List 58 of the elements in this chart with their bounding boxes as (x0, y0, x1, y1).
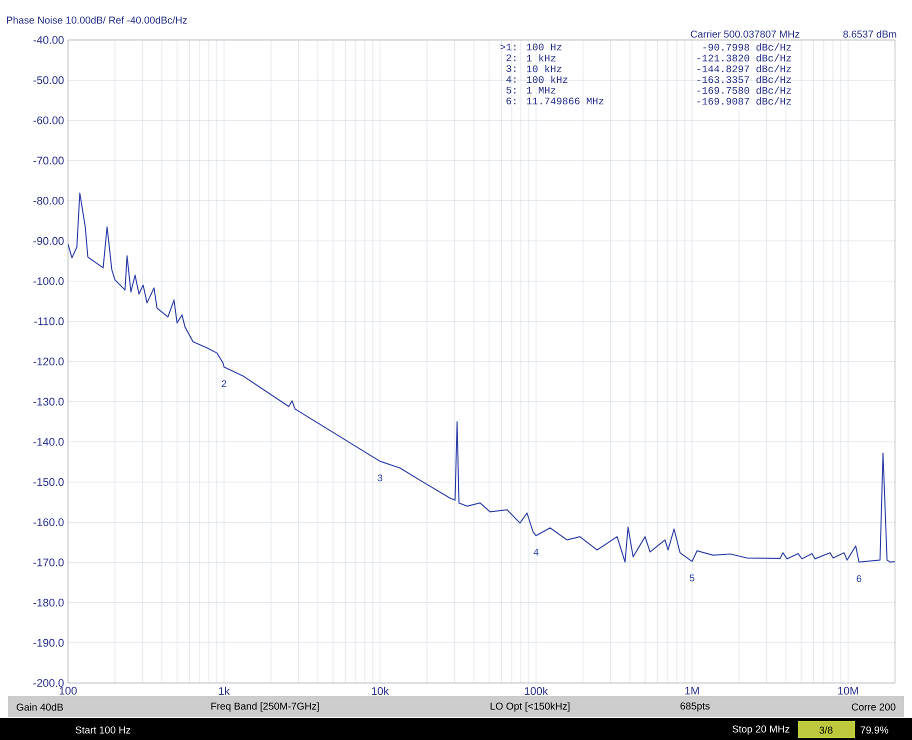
annotation: 6: (506, 98, 516, 104)
x-tick-label: 100k (524, 686, 548, 695)
annotation: 5: (506, 86, 516, 94)
annotation: 100 kHz (526, 76, 568, 84)
y-tick-label: -150.0 (33, 478, 64, 486)
text: Start 100 Hz (76, 726, 130, 734)
annotation: 3 (378, 474, 382, 482)
y-tick-label: -90.00 (33, 237, 64, 245)
y-tick-label: -180.0 (33, 598, 64, 607)
annotation: -144.8297 dBc/Hz (697, 64, 792, 72)
annotation: -163.3357 dBc/Hz (697, 76, 792, 84)
annotation: -169.9087 dBc/Hz (697, 97, 792, 105)
text: LO Opt [<150kHz] (490, 702, 570, 712)
text: Gain 40dB (16, 703, 63, 711)
x-tick-label: 1M (685, 686, 699, 694)
y-tick-label: -120.0 (33, 358, 64, 366)
annotation: 11.749866 MHz (526, 98, 604, 104)
y-tick-label: -60.00 (33, 116, 64, 124)
annotation: 4 (534, 548, 539, 556)
annotation: 1 kHz (526, 54, 556, 62)
annotation: -90.7998 dBc/Hz (703, 43, 792, 51)
text: 79.9% (860, 726, 888, 734)
chart-title: Phase Noise 10.00dB/ Ref -40.00dBc/Hz (7, 16, 187, 24)
text: Carrier 500.037807 MHz (690, 30, 800, 38)
y-tick-label: -80.00 (33, 196, 64, 205)
text: 3/8 (819, 726, 833, 734)
y-tick-label: -130.0 (33, 398, 64, 406)
y-tick-label: -110.0 (34, 317, 64, 326)
text: Freq Band [250M-7GHz] (211, 702, 319, 712)
annotation: 2 (222, 380, 226, 387)
annotation: 2: (506, 54, 516, 62)
annotation: -169.7580 dBc/Hz (697, 86, 792, 94)
x-tick-label: 1k (219, 686, 230, 695)
annotation: 6 (856, 575, 862, 582)
y-tick-label: -40.00 (33, 36, 64, 44)
y-tick-label: -200.0 (33, 679, 64, 687)
x-tick-label: 10k (372, 686, 389, 695)
y-tick-label: -140.0 (33, 438, 64, 446)
x-tick-label: 100 (60, 686, 77, 695)
y-tick-label: -190.0 (33, 638, 64, 647)
y-tick-label: -70.00 (33, 156, 64, 164)
text: 685pts (680, 702, 710, 712)
text: Stop 20 MHz (732, 725, 790, 735)
annotation: 4: (506, 76, 516, 83)
annotation: >1: (500, 44, 516, 50)
annotation: -121.3820 dBc/Hz (697, 54, 792, 62)
annotation: 10 kHz (526, 64, 562, 72)
y-tick-label: -170.0 (33, 558, 64, 566)
annotation: 3: (506, 65, 516, 72)
annotation: 100 Hz (526, 44, 562, 50)
y-tick-label: -160.0 (33, 518, 64, 526)
y-tick-label: -100.0 (33, 277, 64, 286)
y-tick-label: -50.00 (33, 76, 64, 84)
annotation: 5 (690, 574, 694, 582)
x-tick-label: 10M (838, 686, 858, 695)
annotation: 1 MHz (526, 86, 556, 94)
text: 8.6537 dBm (843, 30, 896, 38)
text: Corre 200 (852, 703, 896, 711)
